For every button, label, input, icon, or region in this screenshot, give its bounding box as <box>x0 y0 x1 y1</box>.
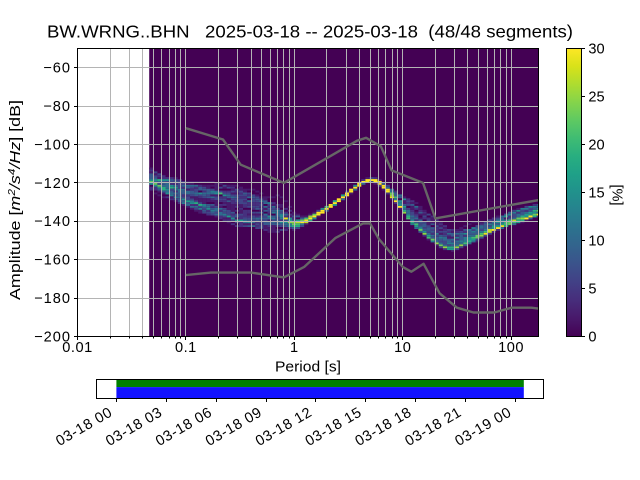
svg-text:10: 10 <box>588 233 604 249</box>
svg-text:0.01: 0.01 <box>62 340 92 356</box>
svg-text:−80: −80 <box>43 99 71 115</box>
svg-text:20: 20 <box>588 137 604 153</box>
svg-text:100: 100 <box>498 340 524 356</box>
svg-text:Amplitude [m2/s4/Hz] [dB]: Amplitude [m2/s4/Hz] [dB] <box>7 100 24 300</box>
svg-text:25: 25 <box>588 89 604 105</box>
svg-text:0.1: 0.1 <box>175 340 197 356</box>
svg-text:1: 1 <box>290 340 299 356</box>
svg-text:−140: −140 <box>34 214 71 230</box>
svg-text:0: 0 <box>588 329 596 345</box>
svg-text:30: 30 <box>588 41 604 57</box>
svg-text:−100: −100 <box>34 137 71 153</box>
svg-text:−180: −180 <box>34 291 71 307</box>
svg-text:−120: −120 <box>34 176 71 192</box>
svg-text:15: 15 <box>588 185 604 201</box>
svg-text:10: 10 <box>394 340 411 356</box>
svg-text:−60: −60 <box>43 61 71 77</box>
svg-text:5: 5 <box>588 281 596 297</box>
svg-text:−200: −200 <box>34 329 71 345</box>
svg-text:−160: −160 <box>34 253 71 269</box>
svg-text:BW.WRNG..BHN 2025-03-18 -- 2: BW.WRNG..BHN 2025-03-18 -- 2025-03-18 (4… <box>47 22 573 42</box>
svg-text:Period [s]: Period [s] <box>275 360 341 376</box>
svg-text:[%]: [%] <box>609 184 625 205</box>
